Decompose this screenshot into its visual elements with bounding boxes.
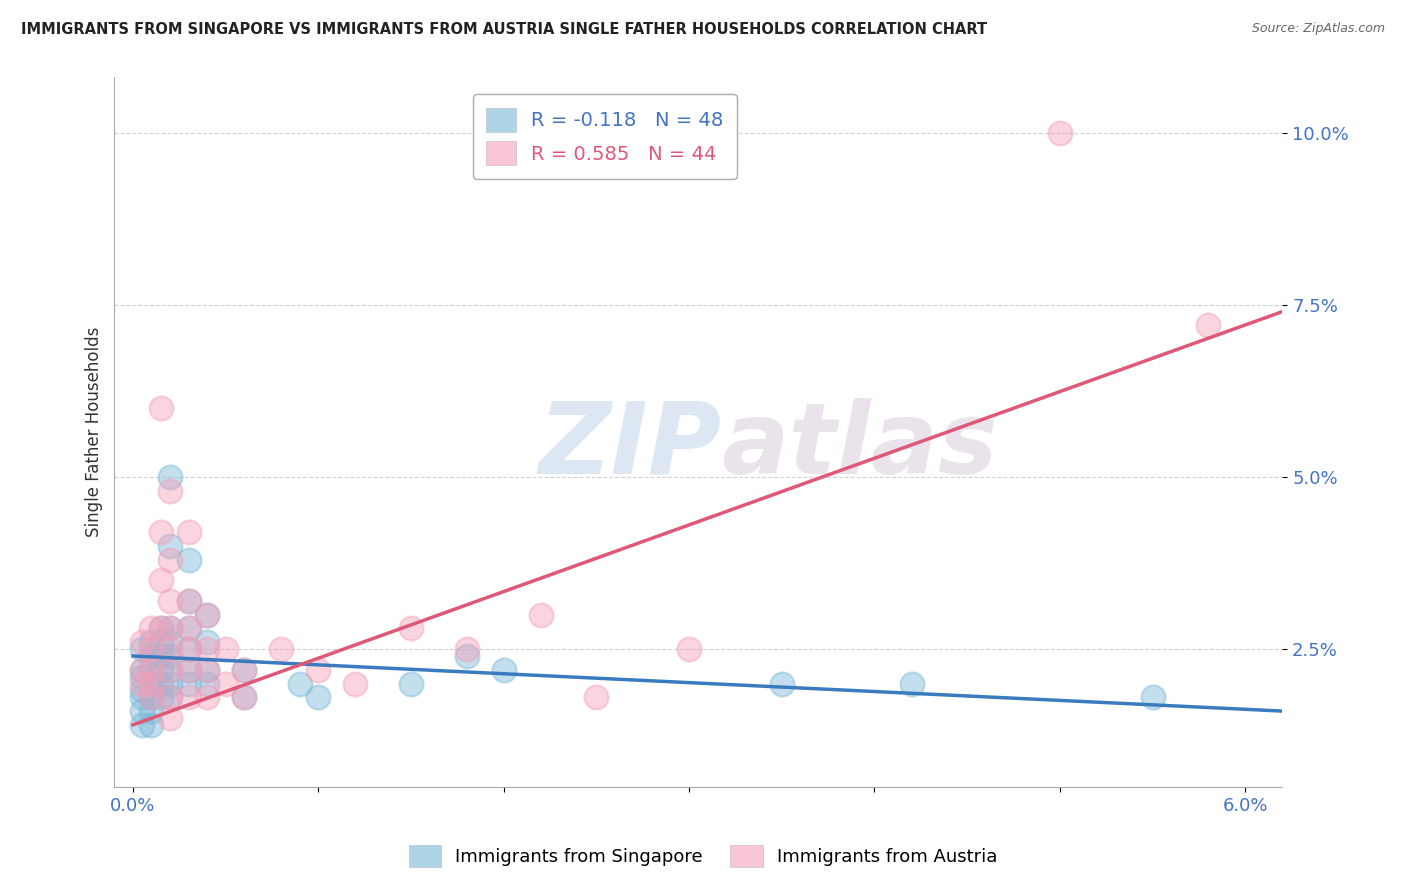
Point [141,622,163,636]
Point [214,642,236,657]
Point [159,711,181,725]
Point [141,663,163,677]
Point [159,622,181,636]
Point [141,663,163,677]
Point [307,663,329,677]
Point [149,676,172,690]
Text: Source: ZipAtlas.com: Source: ZipAtlas.com [1251,22,1385,36]
Point [233,663,256,677]
Point [141,648,163,663]
Text: ZIP: ZIP [538,398,721,495]
Point [233,690,256,705]
Point [131,670,153,684]
Point [900,676,922,690]
Point [1197,318,1219,333]
Legend: R = -0.118   N = 48, R = 0.585   N = 44: R = -0.118 N = 48, R = 0.585 N = 44 [472,95,737,178]
Point [159,648,181,663]
Point [159,622,181,636]
Point [141,704,163,718]
Point [195,607,218,622]
Point [344,676,367,690]
Point [159,552,181,566]
Point [149,648,172,663]
Point [149,401,172,415]
Point [131,683,153,698]
Point [149,622,172,636]
Point [233,690,256,705]
Point [177,642,200,657]
Point [159,663,181,677]
Point [195,690,218,705]
Point [1142,690,1164,705]
Y-axis label: Single Father Households: Single Father Households [86,327,103,537]
Point [131,663,153,677]
Point [177,594,200,608]
Point [159,539,181,553]
Point [1049,126,1071,140]
Point [307,690,329,705]
Point [159,690,181,705]
Point [141,642,163,657]
Point [770,676,793,690]
Point [195,607,218,622]
Point [233,663,256,677]
Text: atlas: atlas [721,398,998,495]
Point [195,663,218,677]
Point [141,690,163,705]
Point [159,470,181,484]
Point [195,642,218,657]
Point [131,718,153,732]
Point [270,642,292,657]
Point [177,552,200,566]
Point [492,663,515,677]
Point [530,607,553,622]
Point [177,524,200,539]
Text: IMMIGRANTS FROM SINGAPORE VS IMMIGRANTS FROM AUSTRIA SINGLE FATHER HOUSEHOLDS CO: IMMIGRANTS FROM SINGAPORE VS IMMIGRANTS … [21,22,987,37]
Point [131,635,153,649]
Point [177,622,200,636]
Point [131,690,153,705]
Point [195,663,218,677]
Point [141,676,163,690]
Point [131,663,153,677]
Point [159,642,181,657]
Point [159,635,181,649]
Point [149,690,172,705]
Point [177,663,200,677]
Point [159,676,181,690]
Point [141,676,163,690]
Point [159,483,181,498]
Point [177,594,200,608]
Point [214,676,236,690]
Point [678,642,700,657]
Point [177,642,200,657]
Point [159,594,181,608]
Point [177,690,200,705]
Point [159,663,181,677]
Point [177,676,200,690]
Point [159,690,181,705]
Point [149,573,172,587]
Point [177,622,200,636]
Point [131,704,153,718]
Point [149,622,172,636]
Point [456,642,478,657]
Point [131,676,153,690]
Point [131,642,153,657]
Point [149,663,172,677]
Point [399,676,422,690]
Point [141,635,163,649]
Point [149,524,172,539]
Point [177,663,200,677]
Point [585,690,607,705]
Point [399,622,422,636]
Point [141,718,163,732]
Legend: Immigrants from Singapore, Immigrants from Austria: Immigrants from Singapore, Immigrants fr… [401,838,1005,874]
Point [141,690,163,705]
Point [288,676,311,690]
Point [195,635,218,649]
Point [149,635,172,649]
Point [195,676,218,690]
Point [456,648,478,663]
